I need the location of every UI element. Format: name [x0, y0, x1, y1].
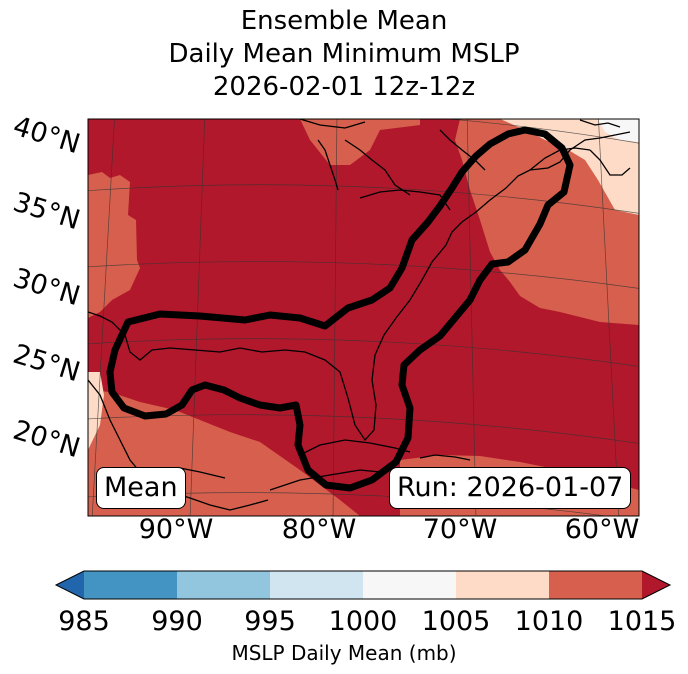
colorbar-tick-label: 990	[151, 606, 203, 637]
colorbar-under-arrow	[56, 571, 84, 599]
colorbar-tick-label: 985	[58, 606, 110, 637]
colorbar-cell	[549, 571, 643, 599]
colorbar-cell	[456, 571, 550, 599]
colorbar-tick-label: 1010	[514, 606, 584, 637]
title-line-3: 2026-02-01 12z-12z	[212, 72, 476, 102]
map-frame	[87, 118, 640, 517]
lon-label-60w: 60°W	[564, 514, 640, 545]
colorbar-label: MSLP Daily Mean (mb)	[231, 641, 457, 665]
lon-label-90w: 90°W	[138, 514, 214, 545]
pressure-region-1010-1015-north	[300, 119, 420, 165]
colorbar-tick-label: 1015	[607, 606, 677, 637]
title-line-1: Ensemble Mean	[240, 6, 448, 36]
colorbar-tick-label: 1000	[328, 606, 398, 637]
lon-label-80w: 80°W	[281, 514, 357, 545]
stat-label-box: Mean	[96, 467, 186, 509]
map-area	[88, 119, 639, 516]
pressure-region-1005-1010-northeast	[500, 119, 639, 215]
highlight-contour	[106, 126, 574, 492]
pressure-region-1005-1010-west	[88, 372, 104, 450]
colorbar-tick-label: 995	[244, 606, 296, 637]
colorbar-cell	[363, 571, 457, 599]
pressure-region-1010-1015-west	[88, 172, 140, 318]
colorbar	[54, 570, 672, 600]
lon-label-70w: 70°W	[422, 514, 498, 545]
colorbar-outline	[54, 570, 672, 600]
colorbar-cell	[270, 571, 364, 599]
run-date-box: Run: 2026-01-07	[389, 467, 632, 509]
pressure-region-white	[598, 119, 639, 142]
title-line-2: Daily Mean Minimum MSLP	[168, 39, 520, 69]
colorbar-cell	[177, 571, 271, 599]
colorbar-over-arrow	[642, 571, 670, 599]
colorbar-tick-label: 1005	[421, 606, 491, 637]
colorbar-cell	[84, 571, 178, 599]
